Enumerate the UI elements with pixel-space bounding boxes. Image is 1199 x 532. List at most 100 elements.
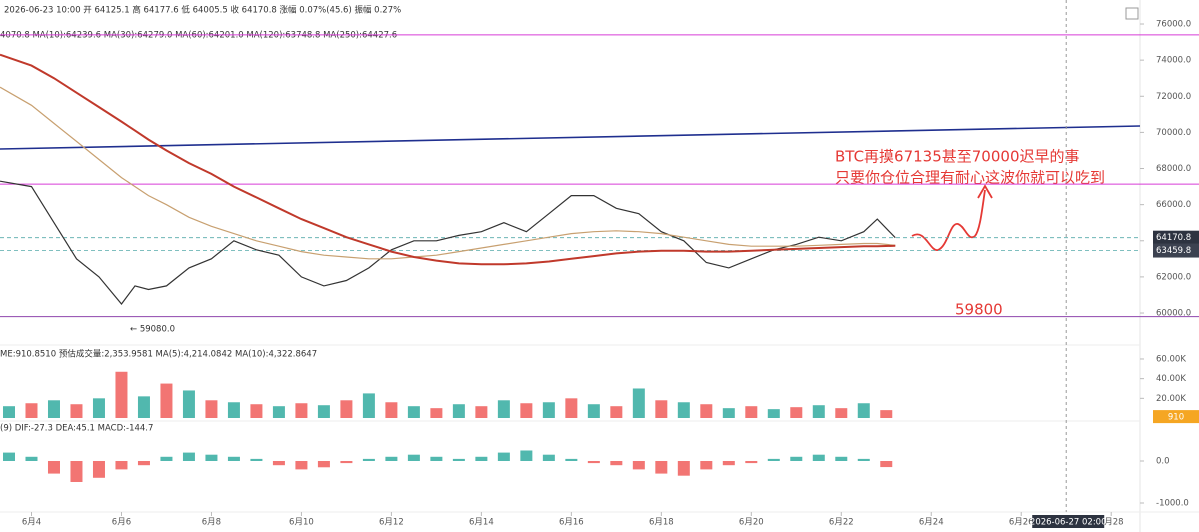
bar xyxy=(250,458,263,461)
x-tick-label: 6月6 xyxy=(112,518,131,528)
bar xyxy=(205,454,218,461)
x-tick-label: 6月14 xyxy=(469,518,494,528)
bar xyxy=(722,408,735,418)
bar xyxy=(407,454,420,461)
x-tick-label: 6月12 xyxy=(379,518,404,528)
bar xyxy=(407,406,420,418)
screenshot-icon[interactable] xyxy=(1125,7,1139,20)
bar xyxy=(340,460,353,464)
bar xyxy=(295,403,308,418)
bar xyxy=(812,454,825,461)
y-tick-label: 66000.0 xyxy=(1156,200,1191,210)
x-tick-label: 6月8 xyxy=(202,518,221,528)
bar xyxy=(295,460,308,470)
bar xyxy=(137,396,150,418)
bar xyxy=(115,371,128,418)
price-badge xyxy=(1153,230,1199,245)
bar xyxy=(160,456,173,461)
volume-header: ME:910.8510 预估成交量:2,353.9581 MA(5):4,214… xyxy=(0,349,317,360)
price-line-series xyxy=(0,53,896,266)
bar xyxy=(385,402,398,418)
volume-badge xyxy=(1153,410,1199,424)
bar xyxy=(272,460,285,466)
x-tick-label: 6月4 xyxy=(22,518,41,528)
bar xyxy=(722,460,735,466)
bar xyxy=(767,409,780,418)
bar xyxy=(565,398,578,418)
y-tick-label: 62000.0 xyxy=(1156,272,1191,282)
cursor-badge xyxy=(1032,515,1105,528)
bar xyxy=(160,383,173,418)
bar xyxy=(835,456,848,461)
trendline xyxy=(0,125,1141,150)
ma-legend: 4070.8 MA(10):64239.6 MA(30):64279.0 MA(… xyxy=(0,31,397,41)
bar xyxy=(385,456,398,461)
bar xyxy=(632,388,645,418)
x-tick-label: 6月26 xyxy=(1009,518,1034,528)
annotation: 只要你仓位合理有耐心这波你就可以吃到 xyxy=(835,169,1105,187)
bar xyxy=(520,450,533,461)
cursor-label: 2026-06-27 02:00 xyxy=(1030,518,1107,528)
bar xyxy=(610,460,623,466)
volume-badge-label: 910 xyxy=(1168,413,1184,423)
level-label: 59800 xyxy=(955,301,1003,319)
bar xyxy=(745,460,758,464)
price-line-series xyxy=(0,86,896,260)
bar xyxy=(272,406,285,418)
bar xyxy=(835,408,848,418)
y-tick-label: -1000.0 xyxy=(1156,498,1189,508)
y-tick-label: 76000.0 xyxy=(1156,20,1191,30)
bar xyxy=(565,458,578,461)
y-tick-label: 60.00K xyxy=(1156,354,1186,364)
x-tick-label: 6月24 xyxy=(919,518,944,528)
bar xyxy=(92,398,105,418)
bar xyxy=(430,408,443,418)
low-label: ← 59080.0 xyxy=(130,325,175,335)
bar xyxy=(497,452,510,461)
bar xyxy=(700,460,713,470)
bar xyxy=(587,404,600,418)
y-tick-label: 70000.0 xyxy=(1156,128,1191,138)
bar xyxy=(880,460,893,468)
y-tick-label: 20.00K xyxy=(1156,394,1186,404)
price-line-series xyxy=(0,180,896,305)
bar xyxy=(362,393,375,418)
bar xyxy=(767,458,780,461)
bar xyxy=(520,403,533,418)
price-badge xyxy=(1153,243,1199,258)
price-badge-label: 63459.8 xyxy=(1156,246,1191,256)
ohlc-header: 2026-06-23 10:00 开 64125.1 高 64177.6 低 6… xyxy=(4,5,401,16)
bar xyxy=(475,456,488,461)
bar xyxy=(25,456,38,461)
bar xyxy=(137,460,150,466)
bar xyxy=(340,400,353,418)
bar xyxy=(2,406,15,418)
bar xyxy=(542,454,555,461)
bar xyxy=(115,460,128,470)
bar xyxy=(92,460,105,478)
bar xyxy=(47,400,60,418)
bar xyxy=(70,404,83,418)
bar xyxy=(227,456,240,461)
bar xyxy=(587,460,600,464)
bar xyxy=(182,452,195,461)
bar xyxy=(880,410,893,418)
bar xyxy=(205,400,218,418)
bar xyxy=(497,400,510,418)
y-tick-label: 40.00K xyxy=(1156,374,1186,384)
bar xyxy=(70,460,83,482)
y-tick-label: 68000.0 xyxy=(1156,164,1191,174)
bar xyxy=(452,404,465,418)
bar xyxy=(700,404,713,418)
bar xyxy=(317,405,330,418)
bar xyxy=(227,402,240,418)
macd-header: (9) DIF:-27.3 DEA:45.1 MACD:-144.7 xyxy=(0,424,153,434)
y-tick-label: 0.0 xyxy=(1156,456,1170,466)
annotation: BTC再摸67135甚至70000迟早的事 xyxy=(835,148,1079,166)
price-badge-label: 64170.8 xyxy=(1156,233,1191,243)
bar xyxy=(655,400,668,418)
x-tick-label: 6月16 xyxy=(559,518,584,528)
bar xyxy=(677,460,690,476)
bar xyxy=(857,403,870,418)
